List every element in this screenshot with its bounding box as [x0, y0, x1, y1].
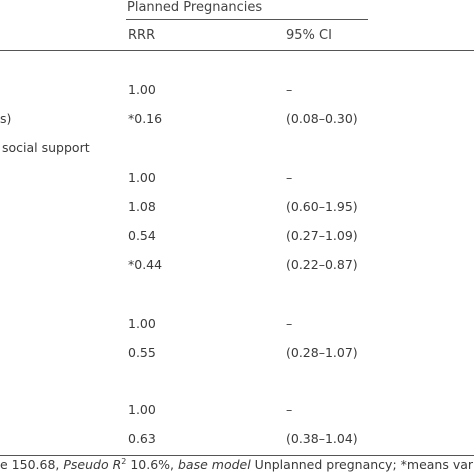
column-group-header: Planned Pregnancies [127, 0, 263, 15]
ci-value: (0.60–1.95) [286, 199, 358, 214]
rrr-value: 0.63 [128, 431, 156, 446]
ci-value: (0.08–0.30) [286, 111, 358, 126]
footnote-pseudo-value: 10.6%, [126, 457, 178, 472]
footnote-pseudo-superscript: 2 [121, 456, 127, 466]
footnote-chi-value: e 150.68, [0, 457, 64, 472]
column-header-rrr: RRR [128, 28, 156, 43]
column-header-ci: 95% CI [286, 28, 332, 43]
table-footnote: e 150.68, Pseudo R2 10.6%, base model Un… [0, 457, 474, 473]
ci-value: (0.28–1.07) [286, 345, 358, 360]
table-bottom-rule [0, 455, 474, 456]
footnote-base-label: base model [178, 457, 251, 472]
rrr-value: 1.08 [128, 199, 156, 214]
header-bottom-rule [0, 50, 474, 51]
rrr-value: *0.44 [128, 257, 163, 272]
ci-value: (0.38–1.04) [286, 431, 358, 446]
ci-value: (0.27–1.09) [286, 228, 358, 243]
rrr-value: 1.00 [128, 316, 156, 331]
rrr-value: 1.00 [128, 82, 156, 97]
row-label-partial: s) [0, 111, 12, 126]
group-header-rule [126, 19, 368, 20]
rrr-value: 0.54 [128, 228, 156, 243]
rrr-value: *0.16 [128, 111, 163, 126]
rrr-value: 0.55 [128, 345, 156, 360]
ci-value: – [286, 316, 293, 331]
ci-value: (0.22–0.87) [286, 257, 358, 272]
row-label-partial: social support [2, 140, 90, 155]
footnote-pseudo-label: Pseudo R [63, 457, 122, 472]
ci-value: – [286, 402, 293, 417]
footnote-star-note: *means variable [400, 457, 474, 472]
rrr-value: 1.00 [128, 402, 156, 417]
ci-value: – [286, 170, 293, 185]
footnote-base-value: Unplanned pregnancy; [250, 457, 401, 472]
rrr-value: 1.00 [128, 170, 156, 185]
ci-value: – [286, 82, 293, 97]
